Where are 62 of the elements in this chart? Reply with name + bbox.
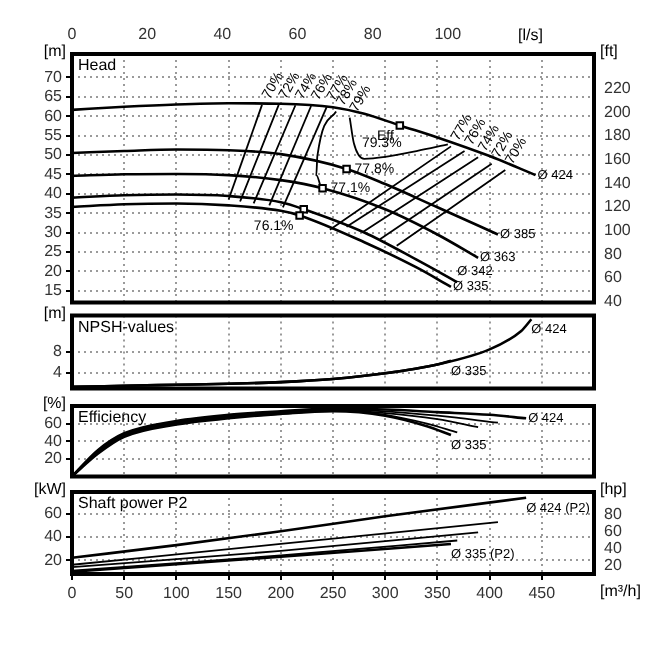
- y-axis-title: [%]: [42, 394, 66, 413]
- x2-tick-label: 60: [288, 24, 308, 43]
- chart-title: Shaft power P2: [78, 494, 189, 513]
- y-tick-label: 35: [44, 203, 64, 222]
- y2-tick-label: 60: [604, 521, 623, 540]
- y2-tick-label: 220: [604, 79, 632, 98]
- y-tick-label: 60: [44, 106, 64, 125]
- x-tick-label: 350: [424, 584, 452, 603]
- x2-tick-label: 20: [138, 24, 158, 43]
- y-tick-label: 60: [44, 414, 64, 433]
- y2-tick-label: 200: [604, 102, 632, 121]
- y2-tick-label: 180: [604, 126, 632, 145]
- y-axis-title: [m]: [43, 42, 66, 61]
- y-tick-label: 20: [44, 550, 64, 569]
- y2-tick-label: 140: [604, 173, 632, 192]
- y-axis-title: [kW]: [34, 480, 66, 499]
- y-tick-label: 40: [44, 184, 64, 203]
- chart-title: Efficiency: [78, 408, 147, 427]
- y2-tick-label: 120: [604, 197, 632, 216]
- y-tick-label: 4: [53, 363, 64, 382]
- y-tick-label: 45: [44, 164, 64, 183]
- x-tick-label: 450: [528, 584, 557, 603]
- y-tick-label: 40: [44, 527, 64, 546]
- y-tick-label: 40: [44, 431, 64, 450]
- x-tick-label: 200: [267, 584, 296, 603]
- y2-axis-title: [ft]: [600, 42, 618, 61]
- x-tick-label: 0: [67, 584, 78, 603]
- y-tick-label: 65: [44, 87, 64, 106]
- x-tick-label: 50: [115, 584, 135, 603]
- x-tick-label: 400: [476, 584, 505, 603]
- y-tick-label: 15: [44, 281, 64, 300]
- y-tick-label: 50: [44, 145, 64, 164]
- y-tick-label: 55: [44, 125, 64, 144]
- y2-tick-label: 80: [604, 244, 623, 263]
- chart-title: Head: [78, 56, 117, 75]
- y2-tick-label: 160: [604, 150, 632, 169]
- x2-tick-label: 0: [67, 24, 78, 43]
- x-tick-label: 300: [371, 584, 400, 603]
- y-tick-label: 60: [44, 504, 64, 523]
- y-axis-title: [m]: [43, 304, 66, 323]
- y2-tick-label: 80: [604, 504, 623, 523]
- x-axis-title: [m³/h]: [600, 582, 641, 601]
- y2-tick-label: 40: [604, 539, 623, 558]
- x2-tick-label: 40: [213, 24, 233, 43]
- chart-title: NPSH-values: [78, 318, 175, 337]
- y-tick-label: 8: [53, 342, 64, 361]
- y-tick-label: 20: [44, 261, 64, 280]
- y-tick-label: 25: [44, 242, 64, 261]
- x-tick-label: 250: [319, 584, 348, 603]
- y-tick-label: 70: [44, 67, 64, 86]
- y2-tick-label: 20: [604, 556, 623, 575]
- y2-tick-label: 60: [604, 268, 623, 287]
- y-tick-label: 30: [44, 222, 64, 241]
- x2-tick-label: 80: [363, 24, 383, 43]
- y-tick-label: 20: [44, 449, 64, 468]
- x-tick-label: 100: [163, 584, 191, 603]
- y2-tick-label: 100: [604, 221, 632, 240]
- x-tick-label: 150: [215, 584, 244, 603]
- y2-tick-label: 40: [604, 292, 623, 311]
- y2-axis-title: [hp]: [600, 480, 627, 499]
- x2-axis-title: [l/s]: [518, 26, 543, 45]
- x2-tick-label: 100: [434, 24, 463, 43]
